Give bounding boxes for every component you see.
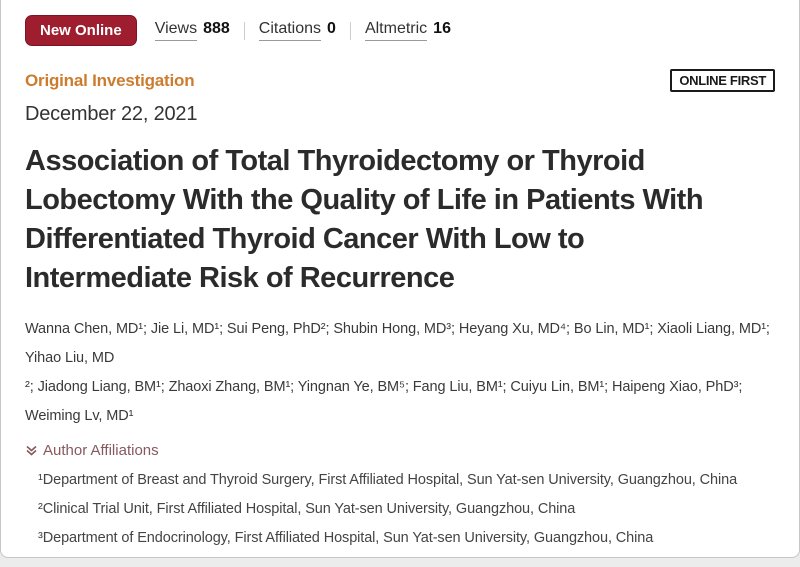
- views-count: 888: [203, 20, 230, 37]
- views-label[interactable]: Views: [154, 20, 198, 41]
- author-affiliations-toggle[interactable]: Author Affiliations: [25, 442, 775, 459]
- affiliation-item: ²Clinical Trial Unit, First Affiliated H…: [38, 501, 576, 517]
- chevron-double-down-icon: [25, 444, 38, 457]
- publication-date: December 22, 2021: [25, 103, 198, 125]
- citations-link[interactable]: Citations 0: [258, 20, 336, 41]
- author-affiliations-label[interactable]: Author Affiliations: [43, 442, 159, 459]
- altmetric-link[interactable]: Altmetric 16: [364, 20, 451, 41]
- category-link[interactable]: Original Investigation: [25, 70, 195, 90]
- article-title: Association of Total Thyroidectomy or Th…: [25, 145, 704, 294]
- separator: [243, 21, 245, 40]
- new-online-badge: New Online: [25, 15, 137, 46]
- category-row: Original Investigation ONLINE FIRST: [25, 69, 775, 92]
- altmetric-label[interactable]: Altmetric: [364, 20, 428, 41]
- author-list: Wanna Chen, MD¹; Jie Li, MD¹; Sui Peng, …: [25, 321, 770, 424]
- online-first-badge: ONLINE FIRST: [670, 69, 775, 92]
- separator: [349, 21, 351, 40]
- affiliation-item: ³Department of Endocrinology, First Affi…: [38, 530, 654, 546]
- altmetric-count: 16: [433, 20, 451, 37]
- stats-bar: New Online Views 888 Citations 0 Altmetr…: [25, 15, 775, 46]
- affiliations-list: ¹Department of Breast and Thyroid Surger…: [25, 472, 775, 557]
- citations-count: 0: [327, 20, 336, 37]
- views-link[interactable]: Views 888: [154, 20, 230, 41]
- citations-label[interactable]: Citations: [258, 20, 322, 41]
- affiliation-item: ¹Department of Breast and Thyroid Surger…: [38, 472, 738, 488]
